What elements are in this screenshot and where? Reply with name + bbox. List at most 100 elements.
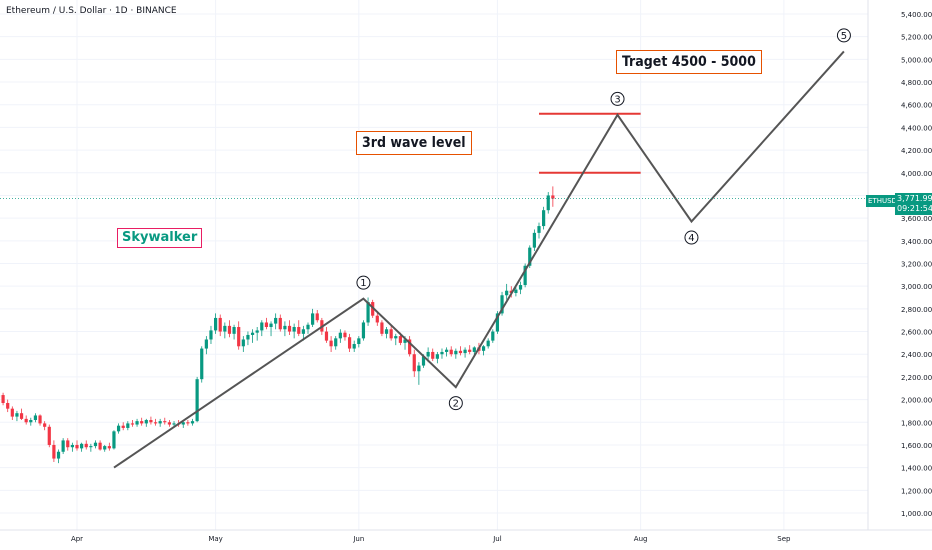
wave-marker-4: 4 <box>684 230 699 245</box>
candle-body <box>52 444 56 459</box>
candle <box>241 336 245 352</box>
candle-body <box>116 425 121 432</box>
candle <box>75 440 79 451</box>
candle-body <box>107 446 111 449</box>
candle <box>52 440 56 462</box>
candle-body <box>241 339 245 347</box>
wave-marker-circle <box>610 91 625 106</box>
candle-body <box>542 210 546 227</box>
candle-body <box>334 338 338 347</box>
candle <box>98 440 102 451</box>
candle-body <box>301 329 305 334</box>
candle <box>431 348 435 362</box>
candle <box>204 336 208 355</box>
candle <box>10 406 14 421</box>
candle-body <box>260 322 264 331</box>
candle-body <box>514 289 518 293</box>
wave-level-annotation[interactable]: 3rd wave level <box>356 131 472 155</box>
candle-body <box>297 327 301 334</box>
candle <box>200 346 204 383</box>
candle-body <box>486 340 490 347</box>
wave-marker-3: 3 <box>610 91 625 106</box>
chart-header: Ethereum / U.S. Dollar · 1D · BINANCE <box>6 6 177 16</box>
candle-body <box>343 332 347 338</box>
candle-body <box>546 195 550 211</box>
candle <box>227 320 232 338</box>
candle-body <box>209 330 213 340</box>
price-tick-label: 5,400.00 <box>901 11 932 19</box>
candle <box>274 313 278 330</box>
price-tick-label: 1,000.00 <box>901 510 932 518</box>
candle-body <box>463 349 467 354</box>
candle <box>292 323 296 339</box>
candle <box>518 281 523 295</box>
candle-body <box>426 351 430 357</box>
candle-body <box>158 421 162 424</box>
candle <box>311 308 315 328</box>
candle <box>218 314 222 337</box>
candle <box>287 320 292 335</box>
candle <box>468 345 472 355</box>
candle-body <box>204 339 208 349</box>
candle-body <box>6 402 10 409</box>
candle-body <box>491 331 495 341</box>
time-tick-label: Aug <box>634 535 648 543</box>
candle <box>255 327 259 341</box>
candle <box>315 309 319 323</box>
last-price-value: 3,771.99 <box>897 194 932 203</box>
price-tick-label: 1,600.00 <box>901 442 932 450</box>
candle-body <box>61 440 65 452</box>
interval: 1D <box>114 6 128 16</box>
price-tick-label: 3,600.00 <box>901 215 932 223</box>
wave-marker-label: 2 <box>453 399 459 410</box>
target-annotation[interactable]: Traget 4500 - 5000 <box>616 50 762 74</box>
candle-body <box>172 423 176 425</box>
candle-body <box>250 332 255 335</box>
price-axis[interactable]: 1,000.00 1,200.00 1,400.00 1,600.00 1,800.00… <box>867 0 932 530</box>
candle-body <box>454 350 458 355</box>
candle <box>70 442 74 452</box>
wave-marker-2: 2 <box>448 396 463 411</box>
candle-body <box>352 344 356 349</box>
candle <box>435 351 439 364</box>
candle <box>1 392 5 406</box>
candle-body <box>440 351 444 355</box>
candle-body <box>375 315 379 323</box>
candle-body <box>218 317 222 332</box>
candle <box>29 417 33 426</box>
elliott-wave-path <box>113 50 845 469</box>
candle-body <box>458 350 463 354</box>
candle <box>43 421 47 431</box>
candle <box>19 408 24 421</box>
candle-body <box>84 443 88 448</box>
candle <box>246 331 250 346</box>
candle <box>15 410 19 422</box>
candle <box>103 444 107 452</box>
candle <box>80 442 84 452</box>
price-tick-label: 1,400.00 <box>901 465 932 473</box>
candle-body <box>181 422 185 425</box>
candle <box>149 416 153 425</box>
candle <box>417 362 421 385</box>
candle-body <box>435 354 439 359</box>
price-tick-label: 1,800.00 <box>901 419 932 427</box>
price-tick-label: 4,600.00 <box>901 102 932 110</box>
candle-body <box>66 440 70 448</box>
candle-body <box>394 336 398 339</box>
time-axis[interactable]: Apr May Jun Jul Aug Sep <box>0 529 932 543</box>
candle <box>130 420 135 427</box>
candle-body <box>347 337 352 349</box>
candle <box>440 348 444 359</box>
price-tick-label: 1,200.00 <box>901 487 932 495</box>
candle <box>89 443 93 452</box>
candle-body <box>140 421 144 424</box>
candle <box>361 320 366 341</box>
candle <box>84 440 88 450</box>
candle-body <box>417 365 421 372</box>
candle <box>232 324 236 340</box>
candle <box>195 376 199 423</box>
price-tick-label: 4,000.00 <box>901 170 932 178</box>
candle <box>153 418 158 426</box>
wave-marker-5: 5 <box>836 28 851 43</box>
